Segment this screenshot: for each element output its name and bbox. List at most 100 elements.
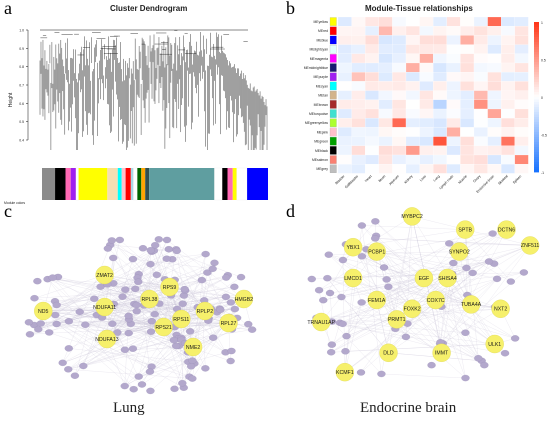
network-edge [465, 245, 531, 333]
network-edge [459, 251, 511, 282]
hub-gene-node [387, 310, 406, 329]
network-edge [34, 289, 185, 299]
color-scale-segment [534, 54, 539, 58]
peripheral-gene-node [480, 361, 489, 369]
module-color-band [141, 168, 146, 200]
color-scale-segment [534, 102, 539, 105]
peripheral-gene-node [128, 255, 138, 263]
network-edge [83, 317, 103, 367]
network-edge [47, 279, 151, 372]
hub-gene-label: RPS11 [173, 317, 189, 323]
peripheral-gene-node [248, 326, 257, 333]
network-edge [353, 247, 436, 301]
hub-gene-node [335, 363, 354, 382]
peripheral-gene-node [445, 240, 454, 247]
module-color-swatch [329, 155, 337, 164]
peripheral-gene-node [209, 334, 218, 341]
network-edge [49, 253, 206, 333]
peripheral-gene-node [185, 328, 195, 335]
hub-gene-node [95, 297, 114, 317]
color-scale-segment [534, 94, 539, 98]
network-edge [43, 253, 206, 312]
peripheral-gene-node [474, 355, 483, 362]
color-scale-segment [534, 34, 539, 38]
module-color-swatch [329, 72, 337, 81]
peripheral-gene-node [323, 274, 332, 282]
network-edge [169, 277, 227, 288]
network-edge [441, 306, 495, 345]
color-scale-segment [534, 22, 539, 25]
color-scale-segment [534, 112, 539, 115]
color-scale-segment [534, 134, 539, 138]
network-edge [388, 299, 436, 353]
peripheral-gene-node [327, 349, 336, 356]
color-scale-segment [534, 89, 539, 93]
network-edge [163, 326, 184, 388]
peripheral-gene-node [178, 300, 187, 307]
module-color-swatch [329, 109, 337, 118]
network-edge [344, 302, 362, 373]
hub-gene-label: RPS9 [163, 285, 177, 291]
network-edge [435, 299, 466, 379]
peripheral-gene-node [162, 255, 171, 262]
module-row-label: MEmagenta [310, 57, 328, 61]
network-edge [346, 302, 362, 337]
network-edge [55, 274, 105, 316]
color-scale-segment [534, 64, 539, 68]
peripheral-gene-node [172, 247, 181, 255]
peripheral-gene-node [132, 301, 141, 309]
module-color-swatch [329, 100, 337, 109]
hub-gene-label: NXT2 [494, 307, 507, 313]
module-color-swatch [329, 118, 337, 127]
hub-gene-label: NDUFA11 [93, 305, 116, 311]
hub-gene-node [34, 301, 53, 321]
color-scale-segment [534, 42, 539, 45]
lung-caption: Lung [113, 400, 145, 416]
panel-b-letter: b [286, 0, 295, 18]
color-scale-segment [534, 162, 539, 165]
network-edge [331, 229, 466, 345]
peripheral-gene-node [338, 320, 347, 328]
color-scale-segment [534, 107, 539, 110]
network-edge [361, 229, 507, 257]
module-row-label: MEgreenyellow [305, 121, 329, 125]
hub-gene-node [312, 312, 331, 332]
color-scale-segment [534, 164, 539, 168]
peripheral-gene-node [147, 317, 156, 325]
network-edge [104, 251, 152, 308]
network-edge [328, 254, 413, 309]
endocrine-brain-caption: Endocrine brain [360, 400, 457, 416]
tissue-column-label: Bladder [334, 174, 346, 186]
network-edge [440, 277, 448, 343]
peripheral-gene-node [230, 305, 239, 313]
network-edge [345, 244, 472, 305]
module-row-label: MElightcyan [310, 48, 329, 52]
network-edge [366, 249, 489, 262]
hub-gene-node [367, 242, 386, 261]
color-scale-segment [534, 129, 539, 133]
hub-gene-label: PCBP1 [368, 249, 385, 255]
network-edge [47, 279, 134, 390]
color-scale-segment [534, 127, 539, 130]
color-scale-segment [534, 144, 539, 148]
network-edge [339, 245, 531, 323]
color-scale-segment [534, 157, 539, 160]
hub-gene-node [160, 277, 179, 297]
module-row-label: MEpurple [313, 75, 328, 79]
hub-gene-node [367, 290, 386, 310]
peripheral-gene-node [379, 264, 389, 271]
peripheral-gene-node [30, 295, 39, 302]
peripheral-gene-node [79, 362, 88, 370]
color-scale-segment [534, 167, 539, 170]
dendrogram-y-axis-label: Height [8, 92, 14, 107]
network-edge [74, 281, 139, 376]
network-edge [386, 243, 450, 280]
hub-gene-node [379, 343, 398, 362]
network-edge [40, 293, 247, 324]
dendrogram-y-tick-label: 0.6 [19, 102, 24, 106]
peripheral-gene-node [33, 277, 42, 285]
peripheral-gene-node [70, 372, 80, 379]
hub-gene-label: SPTB [458, 227, 472, 233]
network-edge [361, 225, 466, 230]
